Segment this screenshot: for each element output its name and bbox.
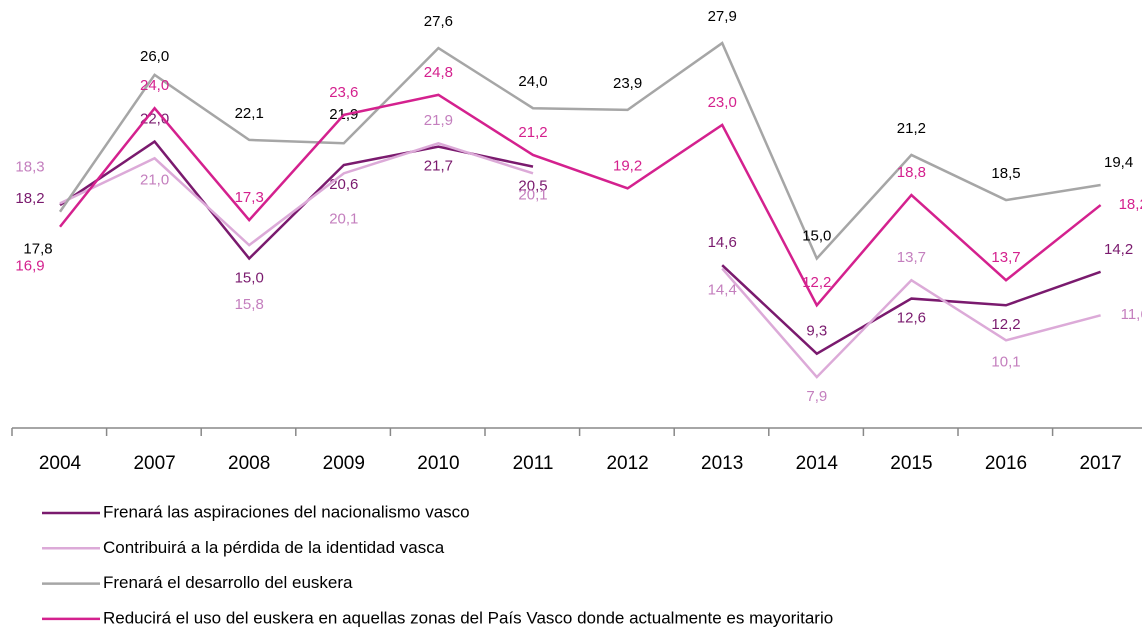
data-label: 18,8 [897, 164, 926, 181]
data-label: 18,3 [15, 158, 44, 175]
data-label: 23,9 [613, 75, 642, 92]
x-tick-label: 2011 [513, 453, 554, 474]
data-label: 21,9 [424, 112, 453, 129]
data-label: 15,0 [235, 269, 264, 286]
data-label: 18,2 [15, 190, 44, 207]
legend-label: Frenará las aspiraciones del nacionalism… [103, 502, 470, 521]
data-label: 23,0 [708, 94, 737, 111]
data-label: 24,0 [140, 77, 169, 94]
data-label: 26,0 [140, 48, 169, 65]
data-label: 20,6 [329, 176, 358, 193]
legend-label: Reducirá el uso del euskera en aquellas … [103, 608, 833, 627]
data-label: 22,1 [235, 105, 264, 122]
data-label: 17,3 [235, 189, 264, 206]
x-tick-label: 2013 [701, 453, 743, 474]
data-label: 18,2 [1119, 196, 1142, 213]
data-label: 9,3 [806, 323, 827, 340]
data-label: 21,2 [518, 124, 547, 141]
legend-label: Frenará el desarrollo del euskera [103, 573, 353, 592]
series-line [59, 141, 534, 247]
x-tick-label: 2009 [323, 453, 365, 474]
data-label: 23,6 [329, 84, 358, 101]
legend-label: Contribuirá a la pérdida de la identidad… [103, 538, 445, 557]
data-label: 27,9 [708, 8, 737, 25]
series-line [58, 41, 1101, 261]
data-label: 21,2 [897, 120, 926, 137]
data-label: 14,4 [708, 281, 737, 298]
data-label: 20,1 [329, 210, 358, 227]
data-label: 12,6 [897, 310, 926, 327]
x-tick-label: 2017 [1079, 453, 1121, 474]
data-label: 12,2 [991, 316, 1020, 333]
x-tick-label: 2012 [606, 453, 648, 474]
x-tick-label: 2008 [228, 453, 270, 474]
data-label: 19,4 [1104, 154, 1133, 171]
data-label: 21,0 [140, 171, 169, 188]
series-line [59, 93, 1102, 308]
data-label: 19,2 [613, 157, 642, 174]
data-label: 14,6 [708, 234, 737, 251]
data-label: 13,7 [897, 249, 926, 266]
data-label: 24,0 [518, 73, 547, 90]
data-label: 22,0 [140, 111, 169, 128]
series-line [721, 267, 1101, 379]
data-label: 20,1 [518, 186, 547, 203]
data-label: 15,0 [802, 227, 831, 244]
data-label: 27,6 [424, 13, 453, 30]
x-tick-label: 2004 [39, 453, 82, 474]
x-tick-label: 2010 [417, 453, 459, 474]
x-tick-label: 2016 [985, 453, 1027, 474]
data-label: 20,5 [518, 178, 547, 195]
data-label: 18,5 [991, 165, 1020, 182]
data-label: 11,6 [1121, 306, 1142, 323]
x-tick-label: 2015 [890, 453, 932, 474]
data-label: 14,2 [1104, 241, 1133, 258]
data-label: 24,8 [424, 64, 453, 81]
data-label: 21,7 [424, 158, 453, 175]
data-label: 17,8 [23, 241, 52, 258]
data-label: 7,9 [806, 388, 827, 405]
data-label: 15,8 [235, 296, 264, 313]
data-label: 13,7 [991, 249, 1020, 266]
data-label: 12,2 [802, 274, 831, 291]
data-label: 10,1 [991, 353, 1020, 370]
series-line [721, 264, 1102, 356]
data-label: 16,9 [15, 258, 44, 275]
x-tick-label: 2007 [133, 453, 175, 474]
series-line [59, 139, 534, 261]
x-tick-label: 2014 [796, 453, 839, 474]
